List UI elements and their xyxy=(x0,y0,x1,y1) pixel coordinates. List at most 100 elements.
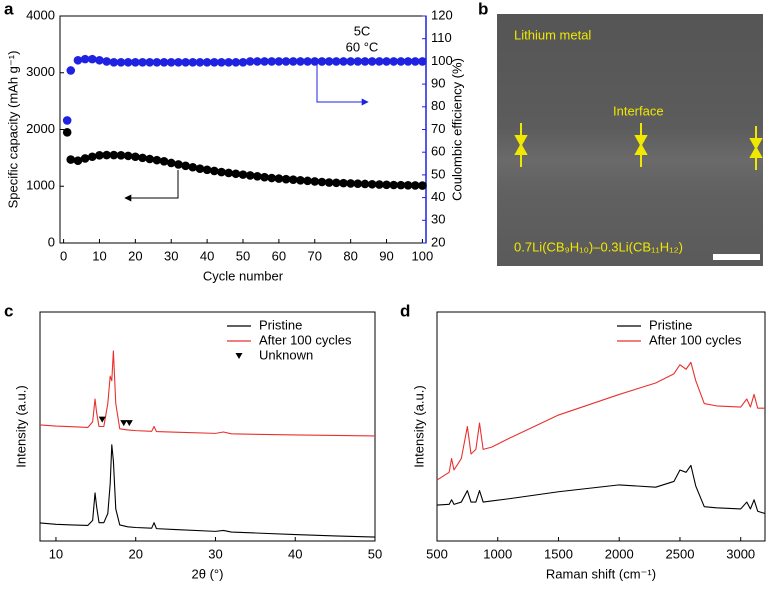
point xyxy=(80,54,90,64)
point xyxy=(267,173,277,183)
legend-label: Pristine xyxy=(259,317,302,332)
point xyxy=(145,58,155,67)
line xyxy=(436,464,766,515)
x-tick-label: 10 xyxy=(92,248,106,263)
y2-tick-label: 40 xyxy=(431,189,445,204)
point xyxy=(188,58,198,67)
y2-tick-label: 90 xyxy=(431,76,445,91)
point xyxy=(181,58,190,67)
point xyxy=(152,58,162,67)
x-tick-label: 1500 xyxy=(544,546,573,561)
point xyxy=(253,172,262,181)
point xyxy=(360,57,370,66)
point xyxy=(62,128,72,137)
point xyxy=(375,180,384,189)
point xyxy=(360,179,370,189)
point xyxy=(231,58,241,67)
point xyxy=(403,180,413,190)
x-tick-label: 60 xyxy=(272,248,286,263)
point xyxy=(310,57,320,66)
line xyxy=(436,361,765,481)
point xyxy=(389,180,399,190)
y2-tick-label: 20 xyxy=(431,234,445,249)
point xyxy=(73,55,83,65)
y2-tick-label: 110 xyxy=(431,30,452,45)
x-tick-label: 30 xyxy=(208,546,222,561)
point xyxy=(159,58,169,67)
x-tick-label: 2500 xyxy=(666,546,695,561)
point xyxy=(245,57,255,66)
y-tick-label: 4000 xyxy=(26,7,55,22)
point xyxy=(73,156,83,166)
point xyxy=(109,58,119,67)
point xyxy=(138,58,147,67)
point xyxy=(274,57,284,66)
annotation: 60 °C xyxy=(346,39,379,54)
y2-tick-label: 50 xyxy=(431,166,445,181)
point xyxy=(123,151,133,161)
point xyxy=(109,150,119,160)
point xyxy=(95,151,104,160)
point xyxy=(389,57,399,66)
x-axis-label: 2θ (°) xyxy=(192,566,224,581)
panel-letter: b xyxy=(478,0,488,18)
point xyxy=(62,116,72,125)
point xyxy=(116,58,126,67)
point xyxy=(346,57,355,66)
x-tick-label: 50 xyxy=(236,248,250,263)
point xyxy=(166,158,176,168)
point xyxy=(324,57,334,66)
point xyxy=(131,152,140,162)
y2-tick-label: 70 xyxy=(431,121,445,136)
point xyxy=(375,57,384,66)
panel-letter: a xyxy=(4,0,14,18)
x-tick-label: 20 xyxy=(128,546,142,561)
point xyxy=(166,58,176,67)
legend-label: After 100 cycles xyxy=(649,332,742,347)
point xyxy=(331,57,341,66)
point xyxy=(353,57,363,66)
image-label: 0.7Li(CB₉H₁₀)–0.3Li(CB₁₁H₁₂) xyxy=(514,239,683,254)
point xyxy=(209,166,219,176)
x-axis-label: Raman shift (cm⁻¹) xyxy=(546,566,656,581)
point xyxy=(367,179,377,189)
scale-bar xyxy=(713,254,760,260)
point xyxy=(202,165,212,175)
point xyxy=(331,178,341,188)
point xyxy=(202,58,212,67)
point xyxy=(131,58,140,67)
y2-tick-label: 80 xyxy=(431,98,445,113)
point xyxy=(209,58,219,67)
point xyxy=(403,57,413,66)
point xyxy=(238,58,248,67)
legend-label: Unknown xyxy=(259,347,313,362)
marker xyxy=(125,420,133,427)
point xyxy=(195,58,205,67)
point xyxy=(217,167,226,177)
x-tick-label: 40 xyxy=(288,546,302,561)
image-label: Lithium metal xyxy=(514,27,591,42)
y-tick-label: 2000 xyxy=(26,121,55,136)
point xyxy=(303,176,312,186)
point xyxy=(396,180,406,190)
point xyxy=(159,156,169,166)
point xyxy=(410,181,420,190)
y2-tick-label: 30 xyxy=(431,212,445,227)
line xyxy=(39,444,376,538)
plot-frame xyxy=(39,311,376,542)
point xyxy=(145,154,155,164)
point xyxy=(174,58,183,67)
marker xyxy=(120,420,128,427)
plot-frame xyxy=(436,311,766,542)
point xyxy=(66,66,76,75)
point xyxy=(367,57,377,66)
point xyxy=(174,160,183,169)
panel-letter: c xyxy=(4,301,13,320)
point xyxy=(238,170,248,179)
point xyxy=(281,57,291,66)
point xyxy=(418,57,427,66)
point xyxy=(102,150,111,160)
sem-image xyxy=(497,14,763,266)
point xyxy=(116,151,126,160)
